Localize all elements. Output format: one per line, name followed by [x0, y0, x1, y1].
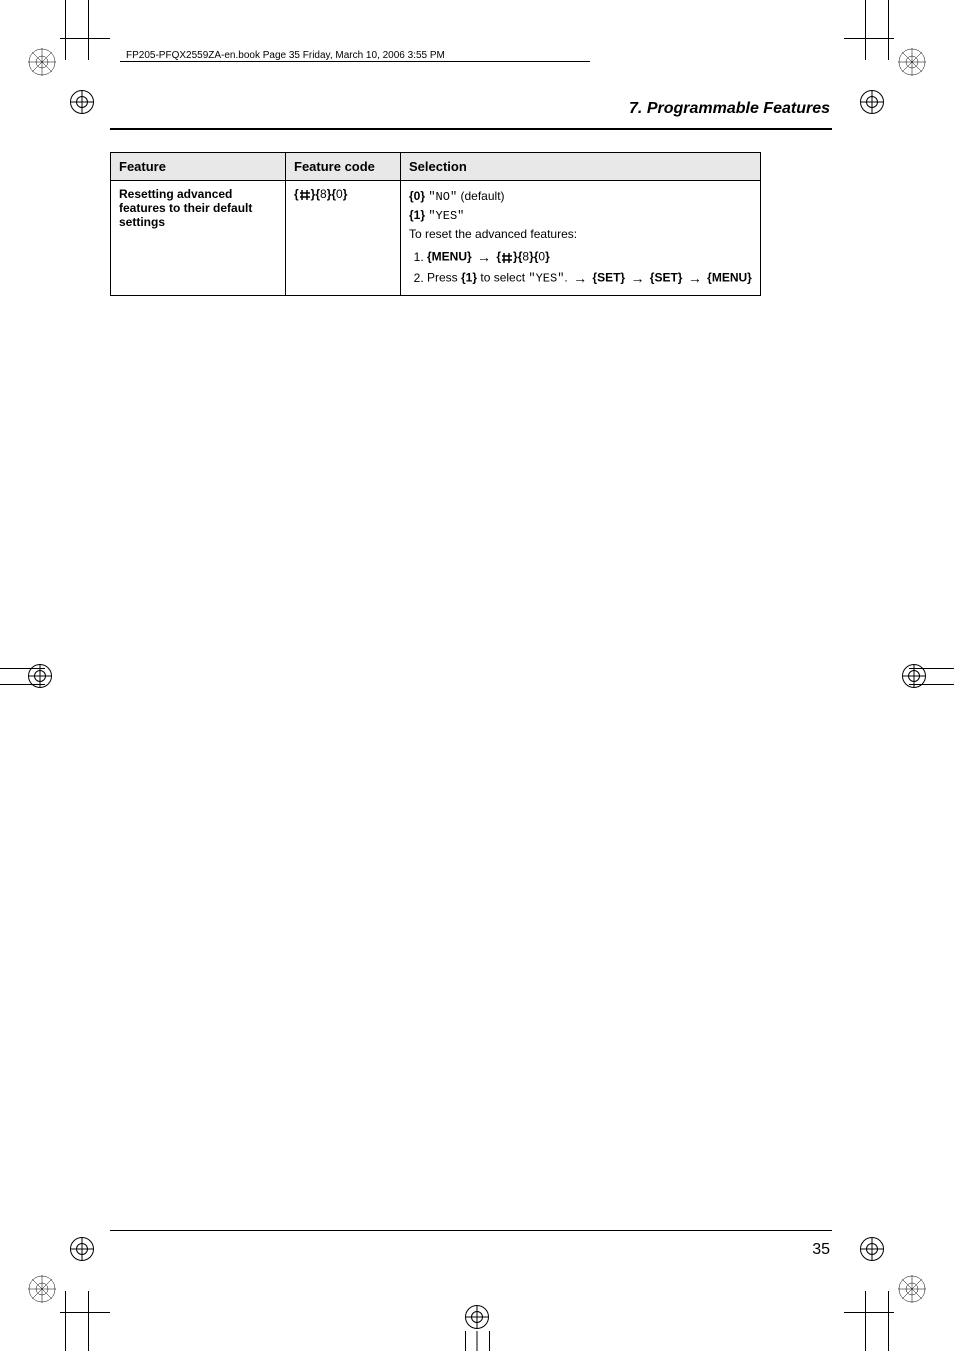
option-key: {0}: [409, 189, 425, 203]
features-table: Feature Feature code Selection Resetting…: [110, 152, 761, 296]
crop-mark: [60, 38, 110, 39]
hash-icon: [299, 189, 311, 201]
table-row: Resetting advanced features to their def…: [111, 181, 761, 296]
step2-val: "YES": [528, 272, 564, 286]
rosette-top-left: [28, 48, 56, 76]
crop-mark: [865, 0, 866, 60]
bottom-center-mark: [465, 1305, 489, 1329]
step2-key: {1}: [461, 271, 477, 285]
col-feature: Feature: [111, 153, 286, 181]
col-feature-code: Feature code: [286, 153, 401, 181]
option-value: "YES": [428, 209, 464, 223]
step2-prefix: Press: [427, 271, 461, 285]
crop-mark: [888, 1291, 889, 1351]
crop-mark: [865, 1291, 866, 1351]
option-note: (default): [457, 189, 504, 203]
section-underline: [110, 128, 832, 130]
feature-name: Resetting advanced features to their def…: [111, 181, 286, 296]
crop-mark: [477, 1331, 478, 1351]
col-selection: Selection: [401, 153, 761, 181]
crop-mark: [60, 1312, 110, 1313]
step2-period: .: [564, 271, 571, 285]
crop-mark: [465, 1331, 466, 1351]
option-key: {1}: [409, 208, 425, 222]
arrow-icon: →: [630, 268, 644, 289]
crop-mark: [88, 1291, 89, 1351]
step-2: Press {1} to select "YES". → {SET} → {SE…: [427, 268, 752, 289]
hash-icon: [501, 252, 513, 264]
crop-mark: [65, 1291, 66, 1351]
step-1: {MENU} → {}{8}{0}: [427, 247, 752, 268]
registration-mark: [70, 1237, 94, 1261]
code-key: 0: [336, 187, 343, 201]
rosette-bottom-right: [898, 1275, 926, 1303]
crop-mark: [844, 38, 894, 39]
set-key: {SET}: [592, 271, 625, 285]
menu-key: {MENU}: [707, 271, 752, 285]
registration-mark: [860, 90, 884, 114]
step2-mid: to select: [477, 271, 528, 285]
arrow-icon: →: [688, 268, 702, 289]
rosette-bottom-left: [28, 1275, 56, 1303]
selection-cell: {0} "NO" (default) {1} "YES" To reset th…: [401, 181, 761, 296]
header-book-info: FP205-PFQX2559ZA-en.book Page 35 Friday,…: [126, 50, 445, 61]
crop-mark: [888, 0, 889, 60]
rosette-top-right: [898, 48, 926, 76]
crop-mark: [88, 0, 89, 60]
header-line: [120, 61, 590, 62]
code-key: 8: [320, 187, 327, 201]
registration-mark: [70, 90, 94, 114]
crop-mark: [844, 1312, 894, 1313]
page-number: 35: [812, 1241, 830, 1259]
footer-line: [110, 1230, 832, 1231]
feature-code: {}{8}{0}: [286, 181, 401, 296]
crop-mark: [489, 1331, 490, 1351]
arrow-icon: →: [573, 268, 587, 289]
reset-text: To reset the advanced features:: [409, 225, 752, 243]
crop-mark: [65, 0, 66, 60]
set-key: {SET}: [650, 271, 683, 285]
option-value: "NO": [428, 190, 457, 204]
registration-mark: [860, 1237, 884, 1261]
table-header-row: Feature Feature code Selection: [111, 153, 761, 181]
menu-key: {MENU}: [427, 250, 472, 264]
arrow-icon: →: [477, 247, 491, 268]
section-title: 7. Programmable Features: [629, 100, 830, 118]
